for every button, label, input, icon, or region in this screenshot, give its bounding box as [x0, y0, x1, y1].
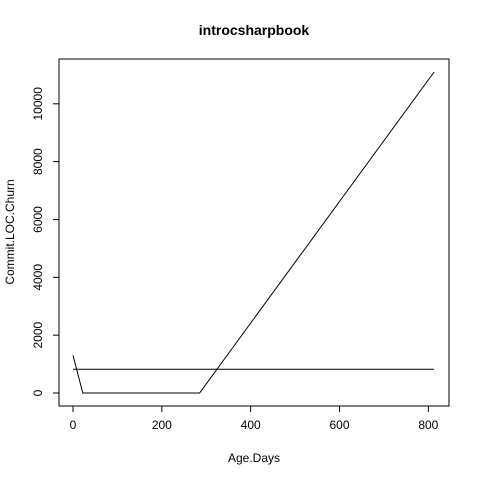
x-tick-label: 600 [329, 418, 349, 432]
series-line-1 [72, 71, 435, 394]
x-tick-label: 400 [241, 418, 261, 432]
series-layer [72, 71, 435, 394]
x-tick-label: 0 [70, 418, 77, 432]
y-axis-label: Commit.LOC.Churn [3, 179, 17, 284]
y-tick-label: 8000 [31, 148, 45, 175]
y-tick-label: 2000 [31, 321, 45, 348]
y-axis: 0 2000 4000 6000 8000 10000 [31, 87, 60, 396]
chart-title: introcsharpbook [199, 22, 310, 38]
plot-frame [58, 58, 450, 407]
x-axis: 0 200 400 600 800 [70, 405, 439, 432]
x-axis-label: Age.Days [228, 451, 280, 465]
x-tick-label: 200 [152, 418, 172, 432]
y-tick-label: 10000 [31, 87, 45, 121]
y-tick-label: 6000 [31, 206, 45, 233]
x-tick-label: 800 [418, 418, 438, 432]
y-tick-label: 0 [31, 389, 45, 396]
y-tick-label: 4000 [31, 264, 45, 291]
